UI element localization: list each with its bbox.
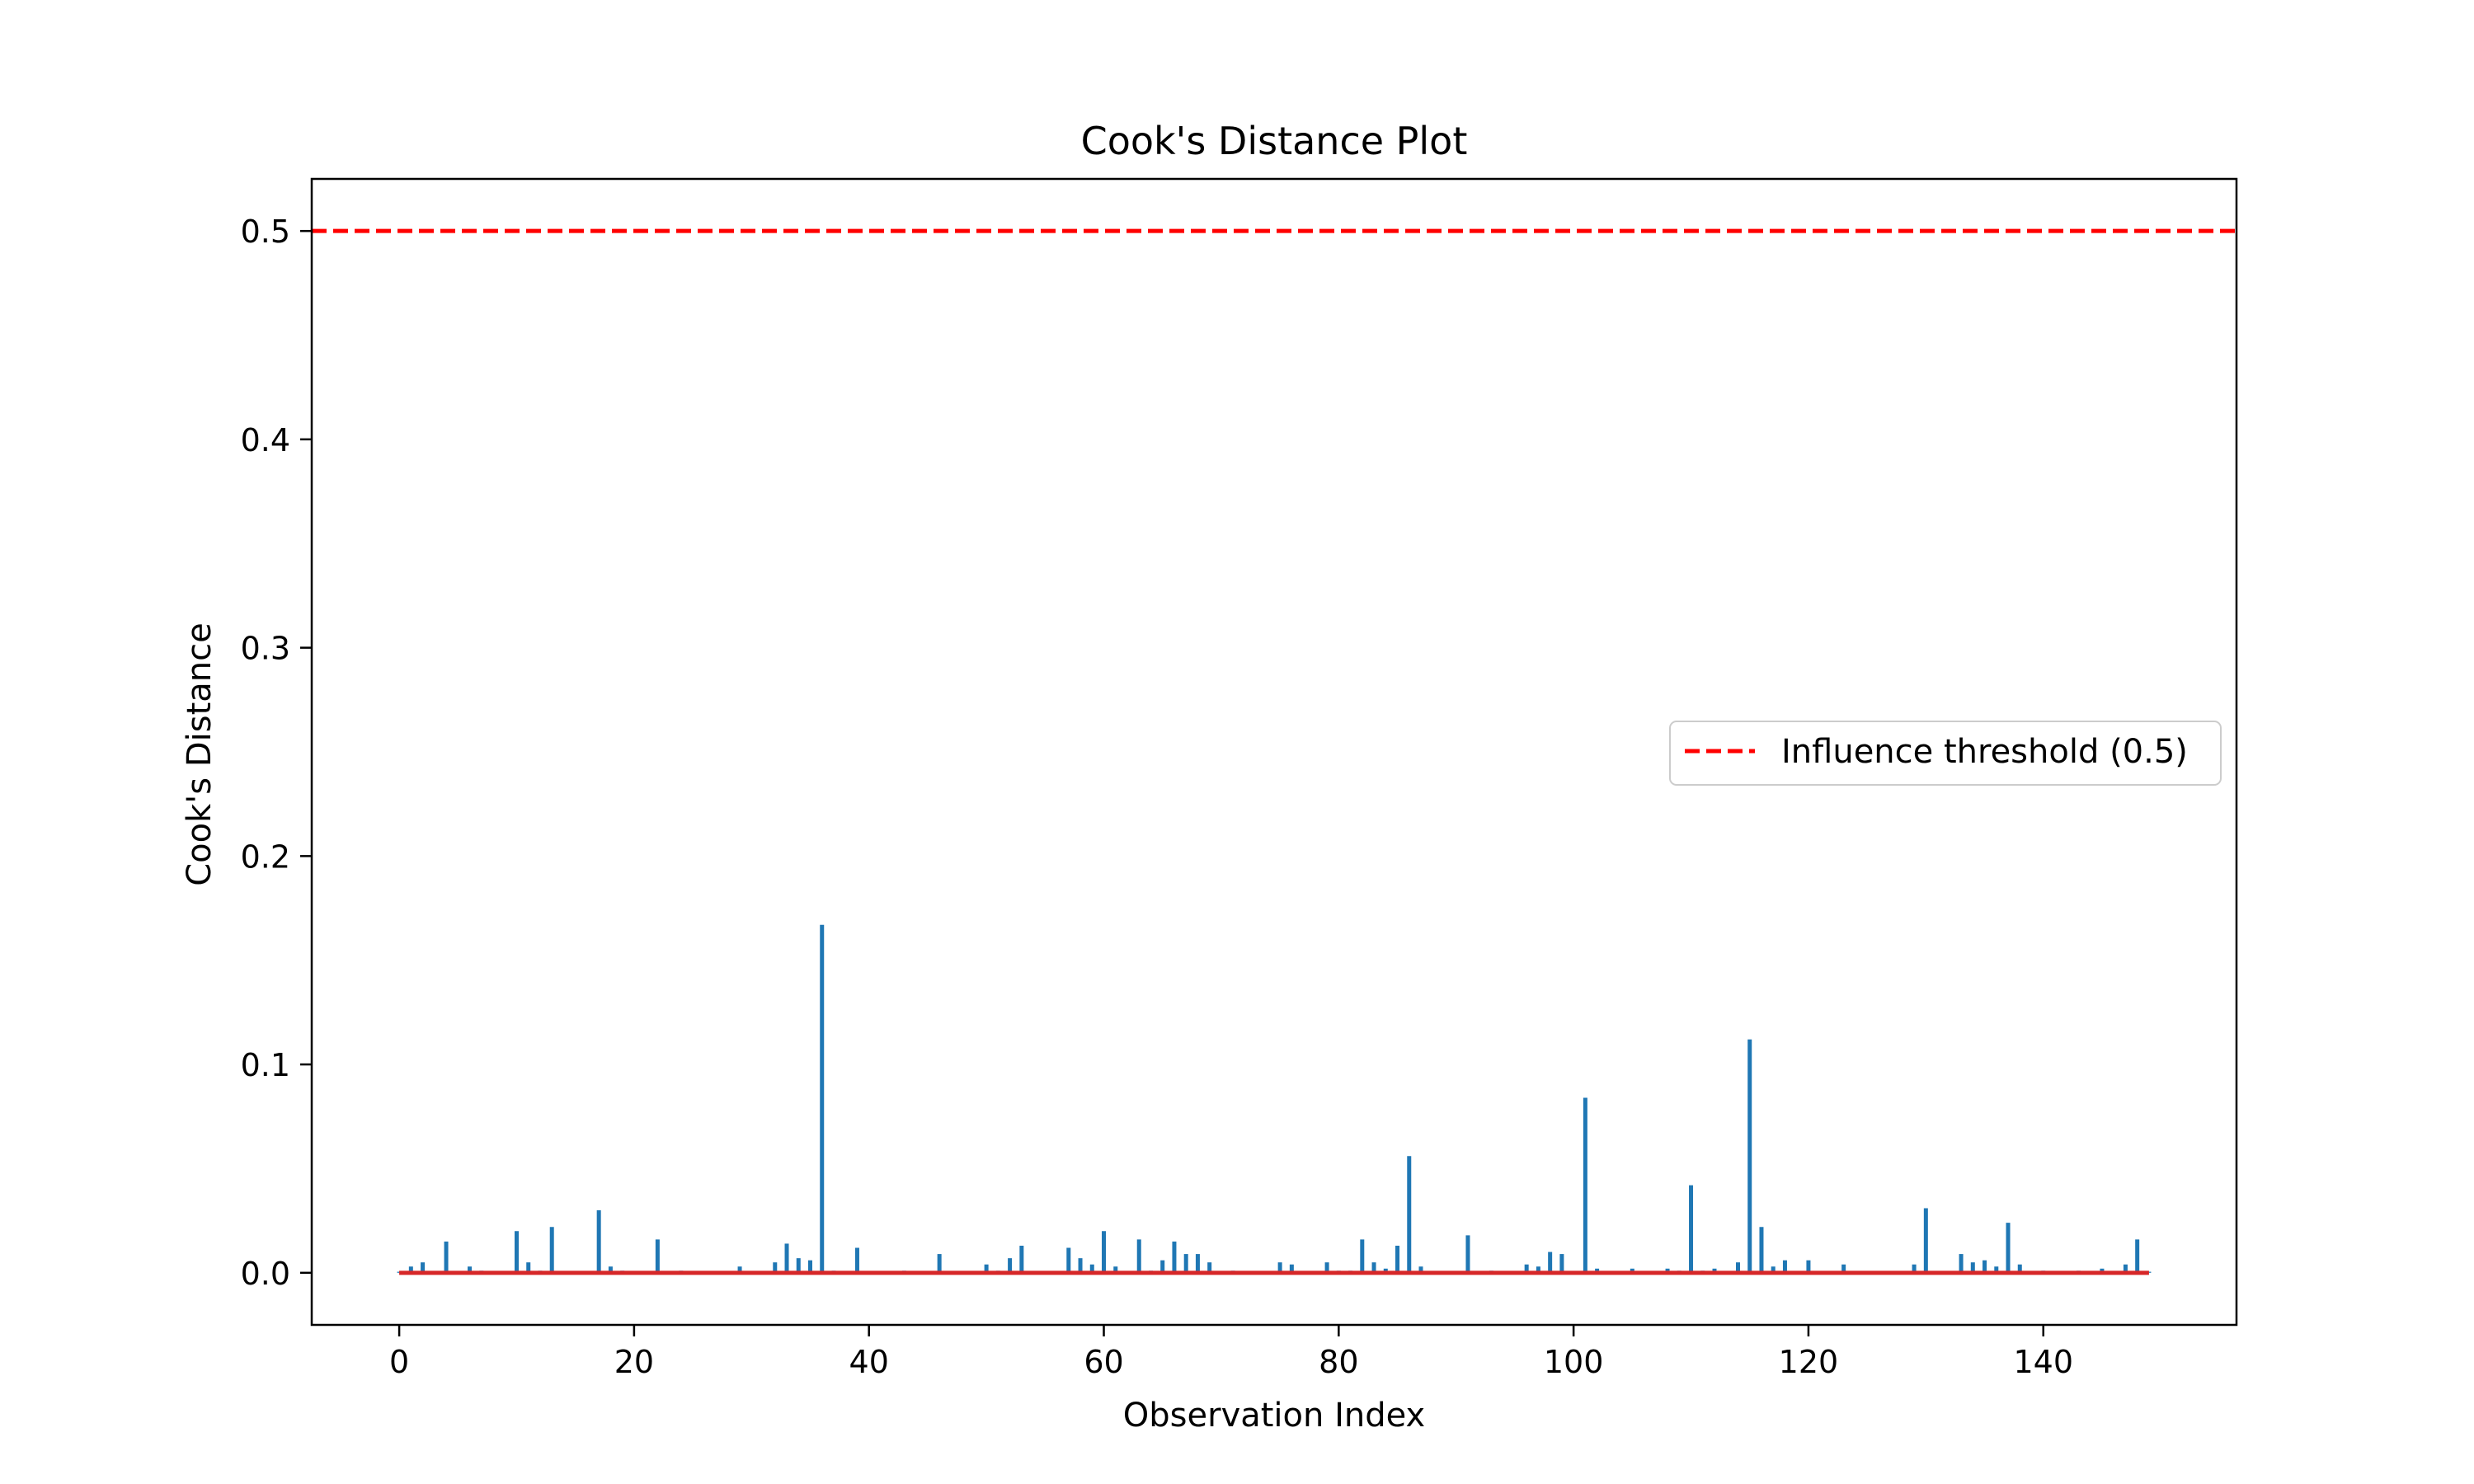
y-axis-label: Cook's Distance (181, 622, 219, 886)
chart-title: Cook's Distance Plot (1081, 119, 1468, 163)
x-tick-label: 60 (1084, 1344, 1123, 1380)
x-tick-label: 140 (2013, 1344, 2073, 1380)
y-tick-label: 0.3 (241, 631, 290, 667)
plot-area: 0 20 40 60 80 100 120 140 0.0 0.1 0.2 0.3 0.4 0.5 (241, 177, 2238, 1380)
x-tick-label: 0 (389, 1344, 409, 1380)
x-tick-label: 80 (1319, 1344, 1358, 1380)
legend: Influence threshold (0.5) (1669, 721, 2222, 786)
x-tick-label: 20 (614, 1344, 654, 1380)
x-axis-label: Observation Index (1123, 1397, 1425, 1435)
x-tick-label: 120 (1779, 1344, 1839, 1380)
legend-box (1669, 721, 2222, 786)
axes-frame (310, 177, 2238, 1327)
x-tick-label: 40 (849, 1344, 889, 1380)
legend-threshold-label: Influence threshold (0.5) (1781, 733, 2188, 771)
y-tick-label: 0.2 (241, 838, 290, 875)
y-tick-label: 0.1 (241, 1047, 290, 1083)
y-tick-label: 0.5 (241, 214, 290, 250)
y-tick-label: 0.0 (241, 1256, 290, 1292)
y-tick-label: 0.4 (241, 422, 290, 458)
x-tick-label: 100 (1544, 1344, 1604, 1380)
